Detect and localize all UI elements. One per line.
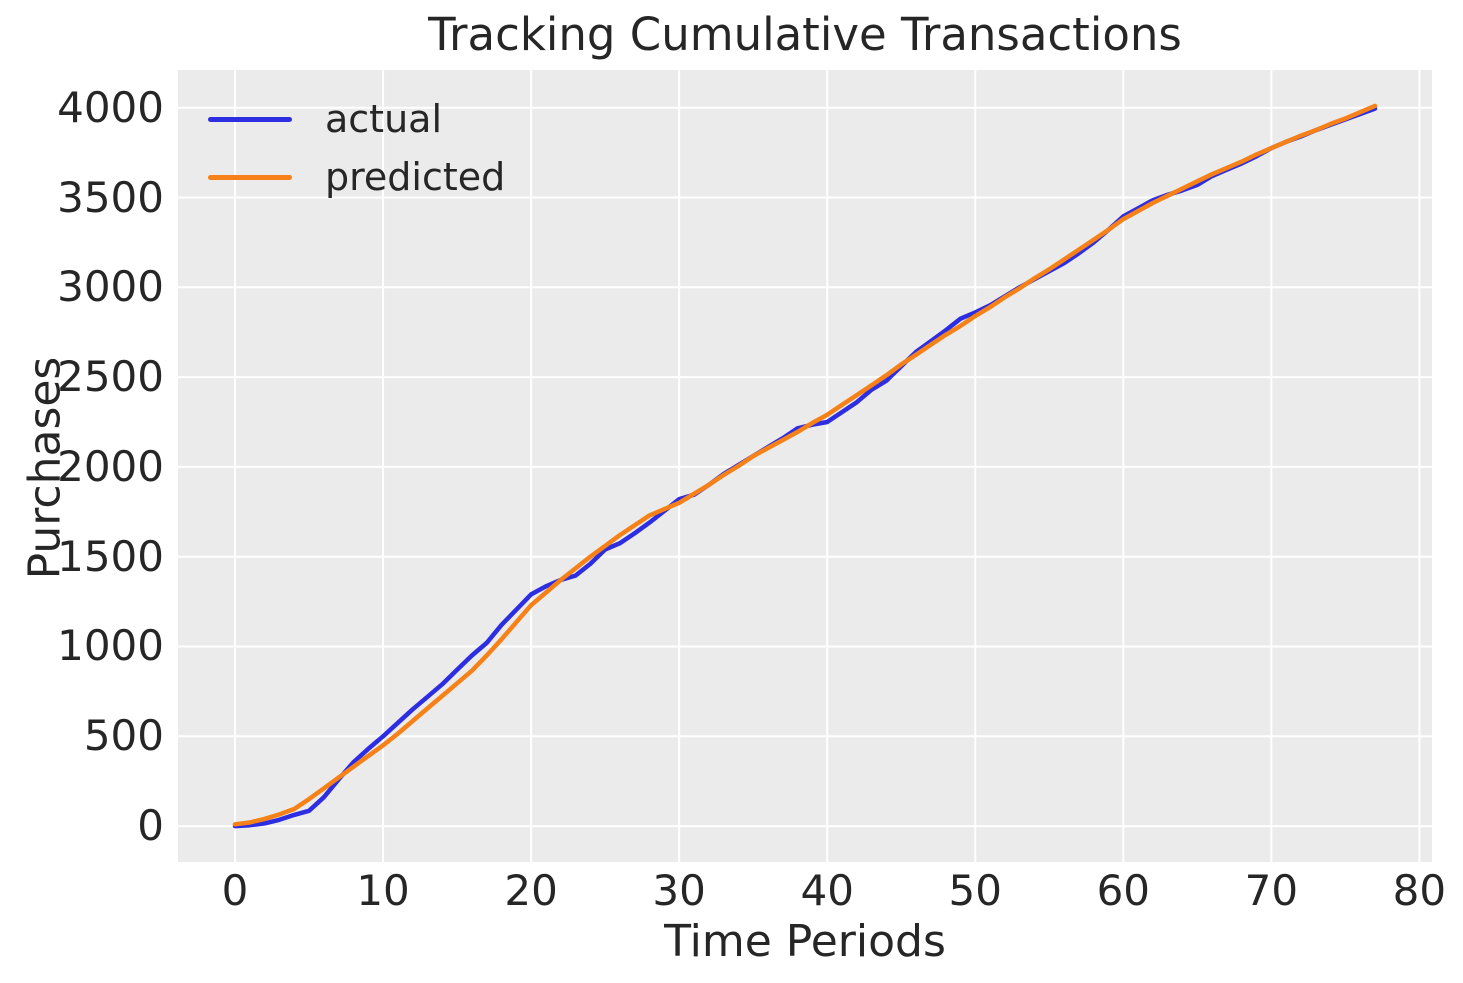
y-axis-title: Purchases bbox=[19, 356, 71, 580]
x-axis-tick-label: 0 bbox=[221, 866, 249, 915]
x-axis-tick-label: 20 bbox=[504, 866, 558, 915]
legend: actual predicted bbox=[208, 94, 505, 210]
legend-item-actual: actual bbox=[208, 94, 505, 144]
x-axis-tick-label: 70 bbox=[1244, 866, 1299, 915]
x-axis-tick-label: 50 bbox=[948, 866, 1002, 915]
plot-area: actual predicted bbox=[178, 70, 1432, 862]
y-axis-tick-label: 3000 bbox=[57, 262, 164, 312]
y-axis-tick-label: 0 bbox=[137, 801, 164, 851]
chart-svg bbox=[178, 70, 1432, 862]
series-line-predicted bbox=[232, 103, 1378, 827]
x-axis-title: Time Periods bbox=[664, 916, 946, 967]
y-axis-tick-label: 1000 bbox=[57, 621, 164, 671]
x-axis-tick-label: 40 bbox=[800, 866, 854, 915]
x-axis-tick-label: 10 bbox=[356, 866, 410, 915]
x-axis-tick-label: 30 bbox=[652, 866, 706, 915]
x-axis-tick-label: 60 bbox=[1096, 866, 1151, 915]
legend-item-predicted: predicted bbox=[208, 152, 505, 202]
y-axis-tick-label: 1500 bbox=[57, 531, 164, 581]
actual-line-swatch bbox=[208, 116, 292, 122]
legend-label-predicted: predicted bbox=[325, 155, 506, 199]
x-axis-tick-label: 80 bbox=[1392, 866, 1447, 915]
predicted-line-swatch bbox=[208, 174, 292, 180]
y-axis-tick-label: 4000 bbox=[57, 82, 164, 132]
y-axis-tick-label: 2500 bbox=[57, 352, 164, 402]
legend-label-actual: actual bbox=[325, 97, 443, 141]
chart-title: Tracking Cumulative Transactions bbox=[428, 8, 1182, 61]
y-axis-tick-label: 500 bbox=[83, 711, 164, 761]
y-axis-tick-label: 2000 bbox=[57, 441, 164, 491]
y-axis-tick-label: 3500 bbox=[57, 172, 164, 222]
